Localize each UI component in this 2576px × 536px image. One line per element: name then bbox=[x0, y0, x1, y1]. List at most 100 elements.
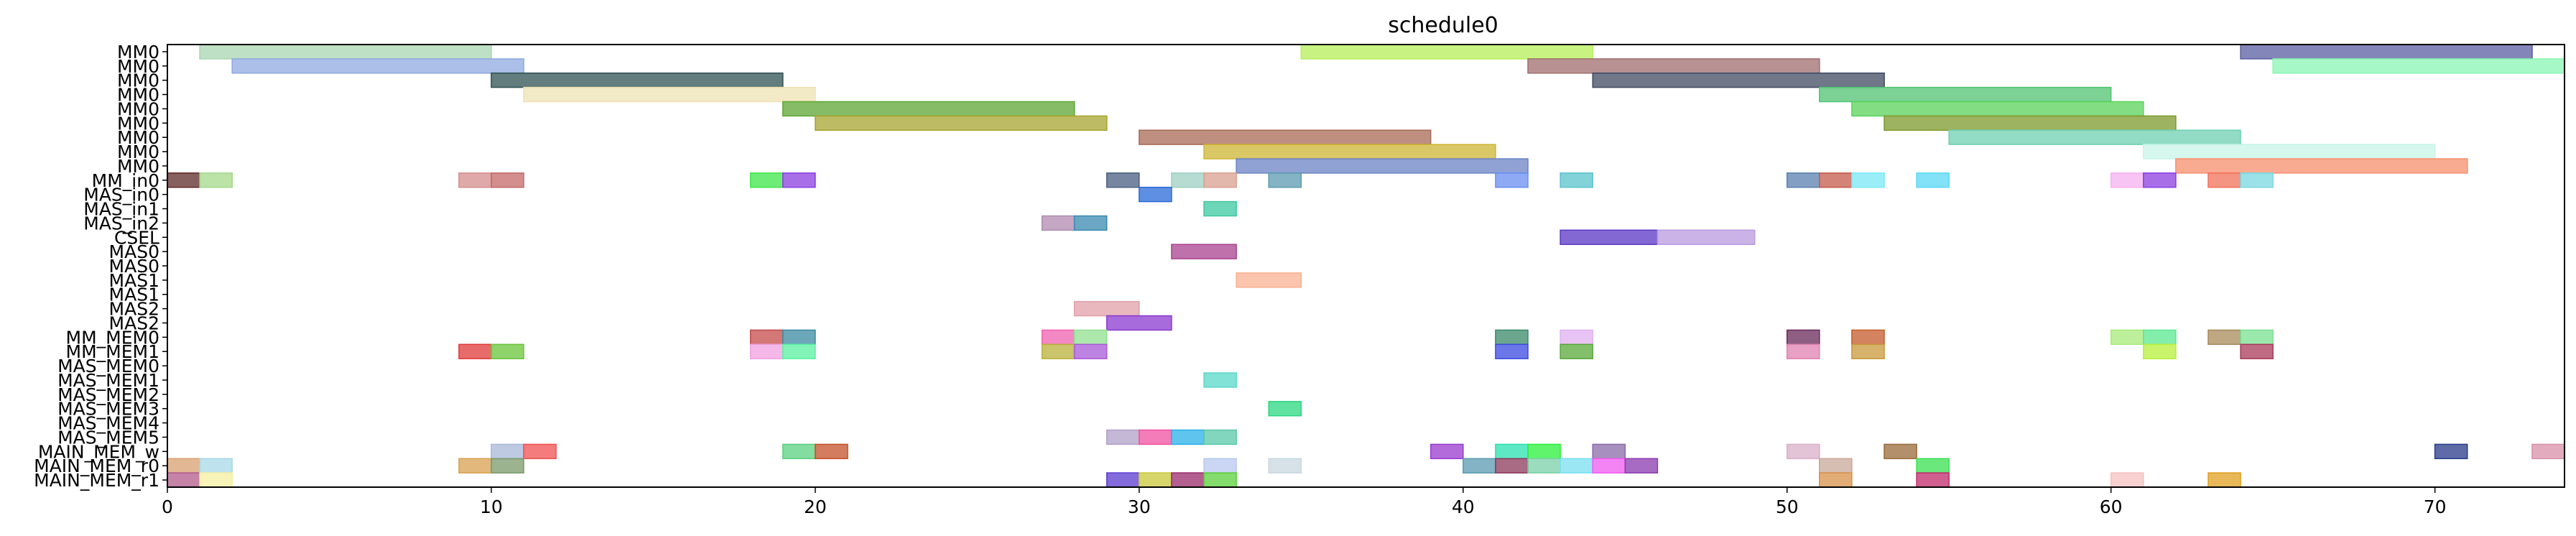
bar-MAIN_MEM_w-88 bbox=[1786, 443, 1820, 460]
y-tick-label: MAS_MEM0 bbox=[57, 356, 159, 376]
y-tick-label: MAS_MEM5 bbox=[57, 427, 159, 448]
bar-MM_in0-38 bbox=[2207, 172, 2241, 188]
bar-MM_in0-26 bbox=[1106, 172, 1140, 188]
y-tick-label: MM0 bbox=[117, 98, 159, 119]
bar-MM0-12 bbox=[815, 115, 1108, 131]
bar-MAIN_MEM_r1-109 bbox=[1139, 472, 1172, 488]
bar-MM_MEM1-68 bbox=[1495, 343, 1529, 359]
bar-MM0-1 bbox=[1300, 44, 1593, 60]
bar-MAIN_MEM_r0-103 bbox=[1624, 458, 1659, 473]
bar-MM_MEM1-73 bbox=[2240, 343, 2274, 359]
bar-MAIN_MEM_r0-99 bbox=[1495, 458, 1529, 473]
y-tick-label: MAS_in0 bbox=[83, 185, 159, 205]
bar-MAIN_MEM_w-81 bbox=[523, 443, 557, 460]
bar-MM_in0-30 bbox=[1495, 172, 1529, 188]
bar-MM_MEM0-51 bbox=[782, 329, 816, 346]
y-tick-label: MAS0 bbox=[109, 241, 159, 262]
bar-MM_MEM1-63 bbox=[491, 343, 524, 359]
bar-MM0-14 bbox=[1139, 129, 1432, 145]
y-tick-label: MAS1 bbox=[109, 285, 159, 305]
y-tick-label: CSEL bbox=[114, 227, 159, 248]
bar-MAIN_MEM_w-89 bbox=[1884, 443, 1917, 460]
y-tick-label: MAS_MEM4 bbox=[57, 413, 159, 434]
bar-MM_in0-36 bbox=[2110, 172, 2144, 188]
bars-group bbox=[167, 44, 2565, 488]
bar-MAIN_MEM_r0-96 bbox=[1203, 458, 1237, 473]
y-ticks-group: MM0MM0MM0MM0MM0MM0MM0MM0MM0MM_in0MAS_in0… bbox=[34, 42, 167, 491]
bar-MAS_in2-42 bbox=[1041, 215, 1075, 231]
y-tick-label: MAS2 bbox=[109, 299, 159, 320]
bar-MAIN_MEM_r1-114 bbox=[2110, 472, 2144, 488]
bar-MM0-6 bbox=[491, 72, 784, 88]
bar-MM_MEM1-71 bbox=[1851, 343, 1885, 359]
bar-MM0-16 bbox=[1203, 144, 1496, 160]
bar-MAS_MEM1-74 bbox=[1203, 372, 1237, 388]
y-tick-label: MM0 bbox=[117, 156, 159, 177]
bar-MAIN_MEM_r1-108 bbox=[1106, 472, 1140, 488]
bar-MAS1-47 bbox=[1236, 272, 1302, 288]
x-tick-label: 50 bbox=[1776, 496, 1799, 517]
bar-MM_MEM0-50 bbox=[749, 329, 784, 346]
bar-MM_MEM0-54 bbox=[1495, 329, 1529, 346]
y-tick-label: MM0 bbox=[117, 56, 159, 77]
bar-MM_in0-22 bbox=[458, 172, 492, 188]
bar-MAIN_MEM_r1-111 bbox=[1203, 472, 1237, 488]
bar-MAIN_MEM_r0-97 bbox=[1268, 458, 1302, 473]
y-tick-label: MM0 bbox=[117, 70, 159, 91]
x-ticks-group: 0 10 20 30 40 50 60 70 bbox=[162, 487, 2447, 517]
bar-MAIN_MEM_r0-104 bbox=[1819, 458, 1853, 473]
bar-MAS_in1-41 bbox=[1203, 200, 1237, 217]
bar-MM_in0-34 bbox=[1851, 172, 1885, 188]
x-tick-label: 20 bbox=[804, 496, 827, 517]
y-tick-label: MAS_MEM3 bbox=[57, 399, 159, 420]
bar-MAIN_MEM_r0-102 bbox=[1592, 458, 1626, 473]
bar-MM_MEM1-65 bbox=[782, 343, 816, 359]
y-tick-label: MAS0 bbox=[109, 256, 159, 277]
x-tick-label: 60 bbox=[2100, 496, 2123, 517]
y-tick-label: MM_in0 bbox=[92, 170, 159, 191]
bar-MM0-15 bbox=[1948, 129, 2241, 145]
bar-MAIN_MEM_r0-105 bbox=[1916, 458, 1950, 473]
bar-MM_MEM0-52 bbox=[1041, 329, 1075, 346]
bar-MM_in0-29 bbox=[1268, 172, 1302, 188]
bar-MAS2-49 bbox=[1106, 315, 1172, 331]
bar-MM_MEM1-66 bbox=[1041, 343, 1075, 359]
bar-MM0-4 bbox=[1527, 58, 1820, 74]
y-tick-label: MAIN_MEM_r1 bbox=[34, 470, 159, 491]
bar-MM0-10 bbox=[782, 101, 1075, 117]
bar-MM_MEM1-62 bbox=[458, 343, 492, 359]
bar-MM_in0-27 bbox=[1171, 172, 1205, 188]
y-tick-label: MM0 bbox=[117, 85, 159, 106]
bar-MM_MEM1-70 bbox=[1786, 343, 1820, 359]
bar-MAIN_MEM_r0-95 bbox=[491, 458, 524, 473]
bar-MM_MEM0-60 bbox=[2207, 329, 2241, 346]
bar-MM0-13 bbox=[1884, 115, 2177, 131]
y-tick-label: MM0 bbox=[117, 42, 159, 63]
bar-MM_MEM0-59 bbox=[2143, 329, 2177, 346]
bar-MAIN_MEM_r1-107 bbox=[199, 472, 233, 488]
bar-MM_MEM1-72 bbox=[2143, 343, 2177, 359]
y-tick-label: MAIN_MEM_r0 bbox=[34, 456, 159, 476]
bar-MAIN_MEM_r1-110 bbox=[1171, 472, 1205, 488]
x-tick-label: 0 bbox=[162, 496, 173, 517]
bar-MAS_MEM5-77 bbox=[1139, 429, 1172, 445]
bar-MM_in0-24 bbox=[749, 172, 784, 188]
bar-MM_in0-33 bbox=[1819, 172, 1853, 188]
bar-MAIN_MEM_w-91 bbox=[2531, 443, 2565, 460]
y-tick-label: MM0 bbox=[117, 113, 159, 134]
bar-MM_in0-23 bbox=[491, 172, 524, 188]
y-tick-label: MAS1 bbox=[109, 270, 159, 291]
bar-MAS0-46 bbox=[1171, 244, 1237, 259]
bar-MAIN_MEM_w-84 bbox=[1430, 443, 1464, 460]
plot-frame bbox=[167, 44, 2565, 488]
bar-MM_in0-39 bbox=[2240, 172, 2274, 188]
y-tick-label: MM_MEM0 bbox=[66, 327, 159, 348]
bar-MM_in0-21 bbox=[199, 172, 233, 188]
bar-MM_in0-31 bbox=[1560, 172, 1593, 188]
bar-MM0-8 bbox=[523, 86, 816, 103]
bar-MAS2-48 bbox=[1073, 300, 1140, 317]
bar-MAS_MEM5-76 bbox=[1106, 429, 1140, 445]
bar-MAS_MEM5-78 bbox=[1171, 429, 1205, 445]
bar-MAIN_MEM_w-87 bbox=[1592, 443, 1626, 460]
bar-MAIN_MEM_r0-93 bbox=[199, 458, 233, 473]
